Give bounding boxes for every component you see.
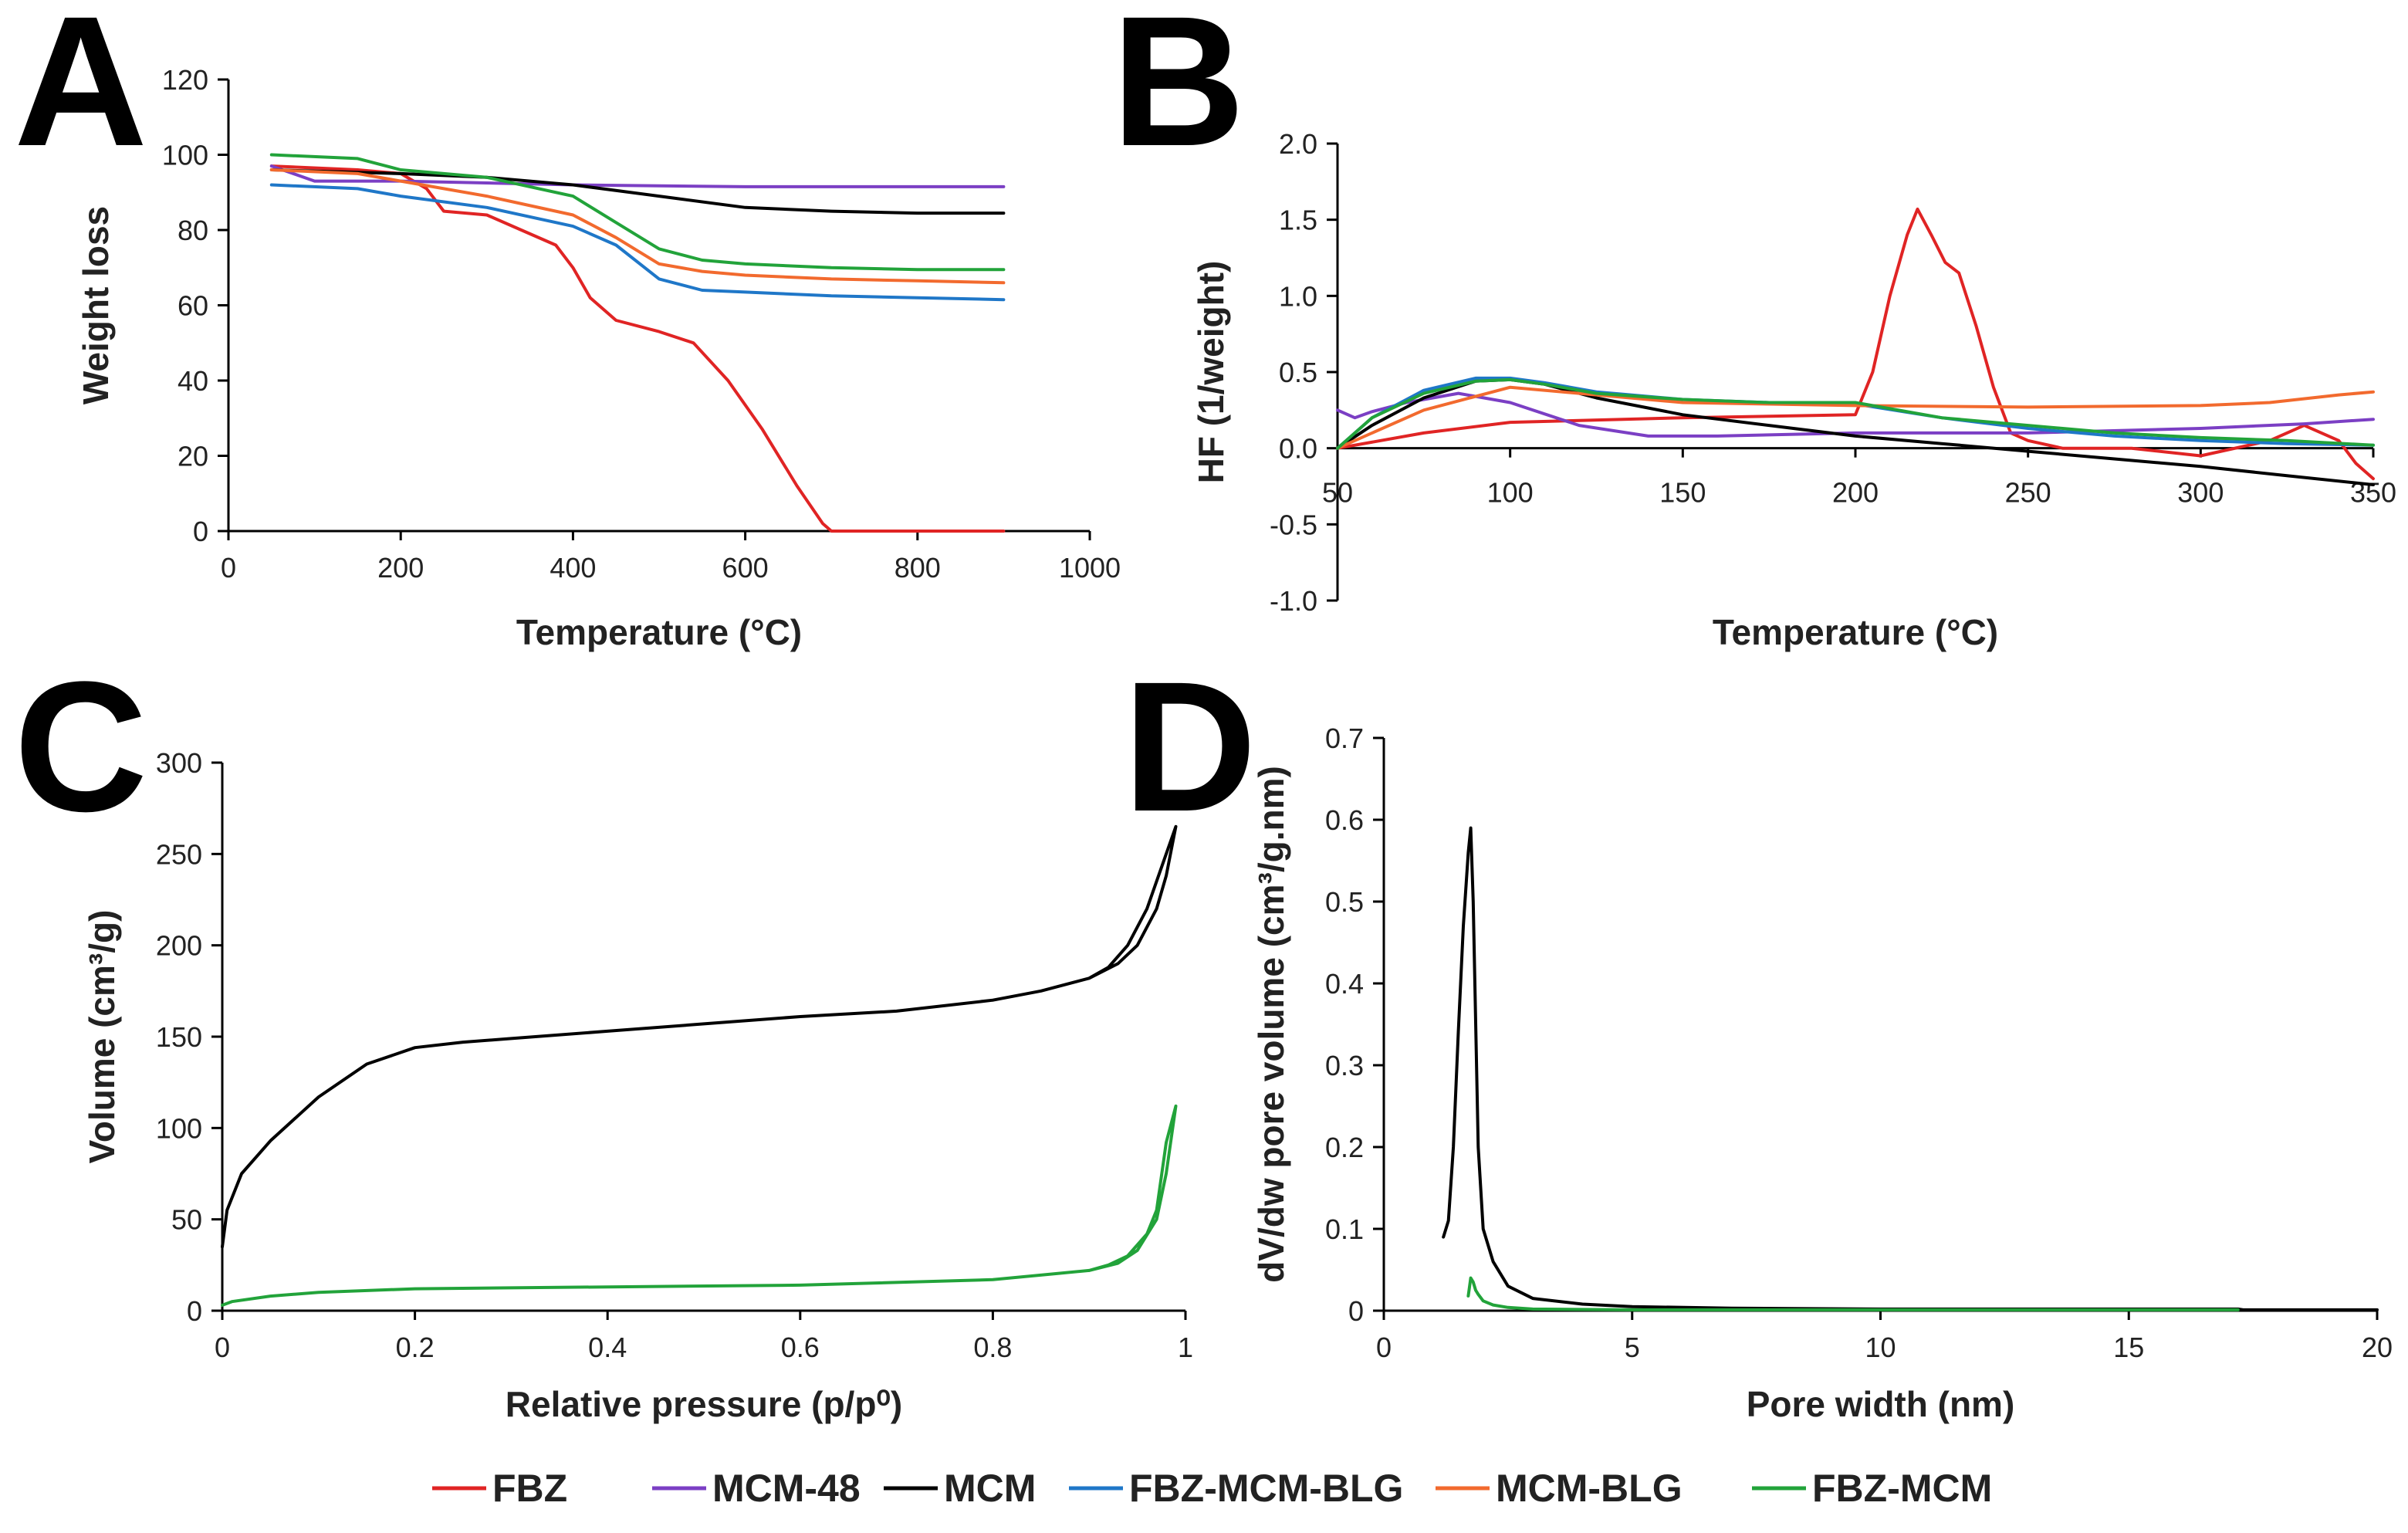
series-line-a-fbz <box>269 164 1006 533</box>
legend: FBZ MCM-48 MCM FBZ-MCM-BLG MCM-BLG FBZ-MCM <box>432 1467 1992 1510</box>
x-tick-label-a: 0 <box>221 552 236 584</box>
panel-letter-a: A <box>14 0 147 184</box>
x-tick-label-b: 300 <box>2177 477 2224 509</box>
series-line-a-mcm <box>269 168 1006 215</box>
x-tick-label-c: 0.4 <box>588 1332 627 1363</box>
series-line-a-fbz-mcm <box>269 153 1006 272</box>
x-axis-title-c: Relative pressure (p/p⁰) <box>506 1384 902 1424</box>
x-tick-label-b: 250 <box>2005 477 2051 509</box>
y-tick-label-d: 0.4 <box>1325 968 1364 1000</box>
y-tick-label-b: 0.0 <box>1279 433 1317 465</box>
y-tick-label-a: 40 <box>178 365 208 397</box>
x-tick-label-c: 1 <box>1178 1332 1193 1363</box>
x-tick-label-a: 1000 <box>1059 552 1121 584</box>
y-tick-label-a: 100 <box>162 140 208 171</box>
y-tick-label-b: 2.0 <box>1279 128 1317 160</box>
x-tick-label-c: 0 <box>215 1332 230 1363</box>
series-line-d-fbz-mcm <box>1466 1276 2240 1311</box>
y-tick-label-b: -0.5 <box>1270 509 1317 540</box>
x-tick-label-a: 800 <box>895 552 941 584</box>
x-tick-label-c: 0.6 <box>781 1332 820 1363</box>
y-tick-label-c: 300 <box>156 747 202 779</box>
y-tick-label-c: 100 <box>156 1112 202 1144</box>
chart-panel-d: 0 0.1 0.2 0.3 0.4 0.5 0.6 0.7 0 5 10 15 20 Pore width… <box>1251 723 2393 1424</box>
legend-label-fbz: FBZ <box>492 1467 567 1510</box>
legend-label-mcm-blg: MCM-BLG <box>1496 1467 1683 1510</box>
series-line-a-fbz-mcm-blg <box>269 183 1006 302</box>
y-tick-label-c: 0 <box>187 1295 202 1327</box>
x-tick-label-d: 10 <box>1865 1332 1896 1363</box>
series-line-b-mcm <box>1336 377 2375 486</box>
series-line-d-mcm <box>1442 826 2379 1311</box>
chart-panel-c: 0 50 100 150 200 250 300 0 0.2 0.4 0.6 0.8 1 Relative… <box>82 747 1193 1424</box>
panel-letter-b: B <box>1111 0 1245 184</box>
y-tick-label-d: 0.6 <box>1325 804 1364 836</box>
y-tick-label-d: 0.1 <box>1325 1213 1364 1245</box>
series-line-b-fbz <box>1336 207 2375 481</box>
x-tick-label-b: 100 <box>1487 477 1534 509</box>
y-tick-label-a: 120 <box>162 64 208 96</box>
chart-panel-b: -1.0 -0.5 0.0 0.5 1.0 1.5 2.0 50 100 150 200 250 300… <box>1191 128 2396 652</box>
chart-panel-a: 0 20 40 60 80 100 120 0 200 400 600 800 1000 Temperat… <box>76 64 1121 652</box>
y-axis-title-c: Volume (cm³/g) <box>82 910 122 1164</box>
series-line-a-mcm-blg <box>269 168 1006 285</box>
series-line-b-mcm-48 <box>1336 391 2375 438</box>
panel-letter-c: C <box>14 643 147 850</box>
x-axis-title-a: Temperature (°C) <box>516 612 802 652</box>
y-tick-label-c: 150 <box>156 1021 202 1053</box>
y-tick-label-a: 60 <box>178 290 208 322</box>
series-line-c-mcm <box>221 824 1178 1249</box>
legend-label-fbz-mcm: FBZ-MCM <box>1812 1467 1992 1510</box>
legend-label-mcm-48: MCM-48 <box>712 1467 861 1510</box>
series-line-b-mcm-blg <box>1336 385 2375 450</box>
y-tick-label-d: 0 <box>1348 1295 1364 1327</box>
y-axis-title-b: HF (1/weight) <box>1191 261 1231 484</box>
y-tick-label-b: 1.5 <box>1279 205 1317 236</box>
y-tick-label-b: 0.5 <box>1279 357 1317 388</box>
y-tick-label-b: 1.0 <box>1279 280 1317 312</box>
legend-label-fbz-mcm-blg: FBZ-MCM-BLG <box>1129 1467 1403 1510</box>
x-tick-label-d: 0 <box>1376 1332 1392 1363</box>
x-axis-title-b: Temperature (°C) <box>1713 612 1998 652</box>
x-tick-label-c: 0.2 <box>396 1332 435 1363</box>
x-tick-label-a: 400 <box>550 552 596 584</box>
y-tick-label-d: 0.3 <box>1325 1050 1364 1081</box>
y-tick-label-a: 20 <box>178 441 208 472</box>
y-tick-label-c: 250 <box>156 838 202 870</box>
panel-letter-d: D <box>1123 643 1256 850</box>
x-tick-label-c: 0.8 <box>973 1332 1012 1363</box>
y-tick-label-d: 0.2 <box>1325 1132 1364 1163</box>
y-tick-label-d: 0.7 <box>1325 723 1364 754</box>
y-tick-label-a: 80 <box>178 215 208 246</box>
y-axis-title-a: Weight loss <box>76 206 116 404</box>
legend-label-mcm: MCM <box>944 1467 1036 1510</box>
y-tick-label-d: 0.5 <box>1325 886 1364 918</box>
x-tick-label-d: 5 <box>1625 1332 1640 1363</box>
y-axis-title-d: dV/dw pore volume (cm³/g.nm) <box>1251 766 1291 1283</box>
series-line-b-fbz-mcm <box>1336 377 2375 450</box>
x-axis-title-d: Pore width (nm) <box>1747 1384 2015 1424</box>
x-tick-label-b: 150 <box>1659 477 1706 509</box>
x-tick-label-b: 50 <box>1322 477 1353 509</box>
x-tick-label-b: 200 <box>1832 477 1879 509</box>
y-tick-label-b: -1.0 <box>1270 585 1317 617</box>
y-tick-label-c: 50 <box>171 1204 202 1236</box>
x-tick-label-d: 20 <box>2362 1332 2393 1363</box>
x-tick-label-a: 200 <box>377 552 424 584</box>
x-tick-label-d: 15 <box>2113 1332 2144 1363</box>
x-tick-label-a: 600 <box>722 552 769 584</box>
y-tick-label-c: 200 <box>156 930 202 962</box>
y-tick-label-a: 0 <box>193 516 208 547</box>
series-line-c-fbz-mcm <box>221 1104 1178 1307</box>
